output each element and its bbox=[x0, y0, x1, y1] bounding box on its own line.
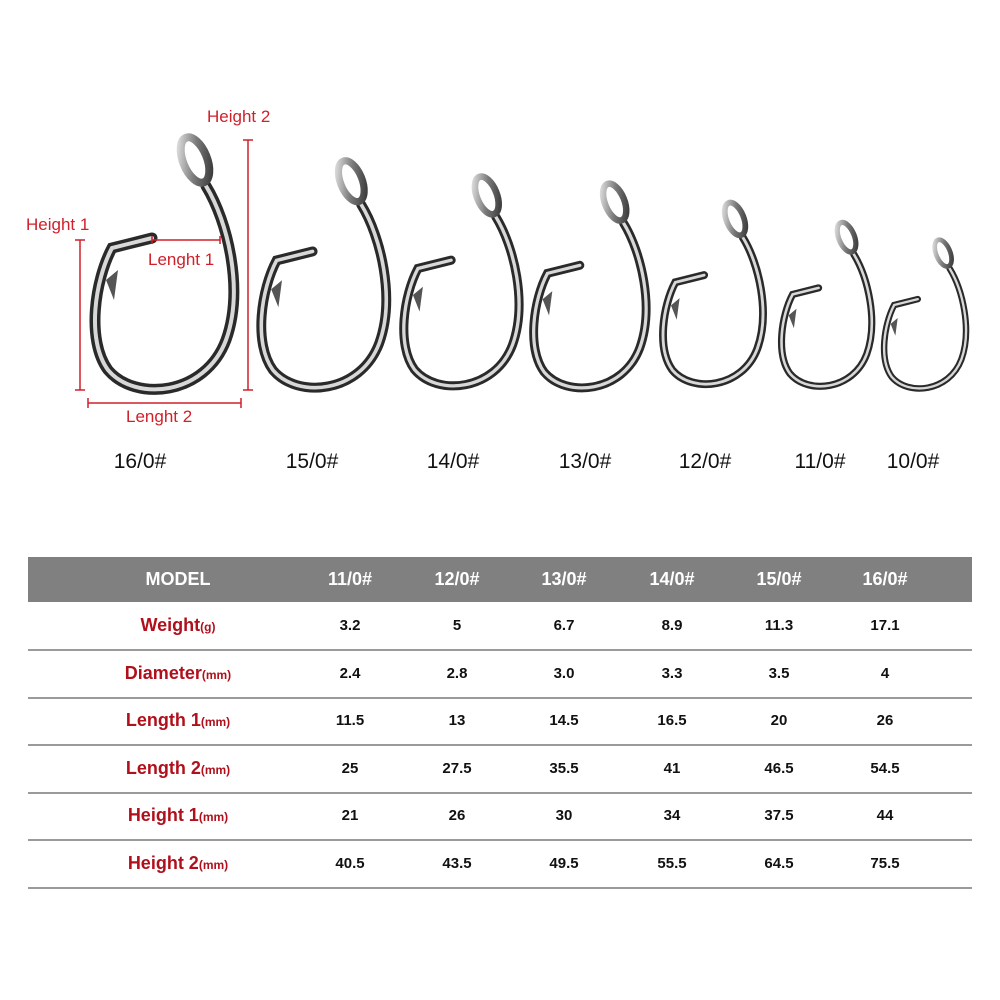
header-column: 16/0# bbox=[862, 569, 908, 589]
hook-6 bbox=[884, 237, 966, 388]
row-label: Height 1(mm) bbox=[68, 792, 288, 841]
hook-size-label: 12/0# bbox=[678, 450, 732, 473]
row-name: Length 2 bbox=[125, 757, 201, 778]
table-cell: 75.5 bbox=[870, 854, 900, 872]
table-row: Length 2(mm) 25 27.5 35.5 41 46.5 54.5 bbox=[28, 745, 972, 794]
hook-size-label: 10/0# bbox=[886, 450, 940, 473]
hook-2 bbox=[404, 173, 519, 386]
table-cell: 35.5 bbox=[549, 759, 579, 777]
dimension-lines bbox=[75, 139, 253, 408]
row-name: Diameter bbox=[124, 662, 202, 683]
table-cell: 54.5 bbox=[870, 759, 900, 777]
table-cell: 43.5 bbox=[442, 854, 472, 872]
table-cell: 20 bbox=[770, 712, 788, 729]
hook-1 bbox=[261, 157, 386, 388]
table-cell: 26 bbox=[876, 712, 894, 729]
table-cell: 11.5 bbox=[335, 712, 365, 729]
row-label: Height 2(mm) bbox=[68, 840, 288, 889]
hook-4 bbox=[663, 200, 763, 384]
length1-label: Lenght 1 bbox=[148, 250, 215, 269]
table-cell: 37.5 bbox=[764, 807, 794, 824]
table-cell: 46.5 bbox=[764, 759, 794, 777]
hook-size-label: 16/0# bbox=[113, 450, 167, 473]
spec-table: MODEL 11/0# 12/0# 13/0# 14/0# 15/0# 16/0# Wei… bbox=[28, 557, 972, 889]
table-cell: 3.3 bbox=[661, 664, 683, 682]
hooks-illustration bbox=[75, 0, 1000, 408]
row-name: Height 1 bbox=[127, 805, 199, 825]
table-cell: 55.5 bbox=[657, 854, 687, 872]
header-column: 11/0# bbox=[327, 569, 373, 589]
header-column: 12/0# bbox=[434, 569, 480, 589]
hook-size-label: 14/0# bbox=[426, 450, 480, 473]
table-cell: 30 bbox=[555, 807, 573, 824]
length2-label: Lenght 2 bbox=[126, 407, 193, 426]
table-cell: 14.5 bbox=[549, 712, 579, 729]
row-name: Height 2 bbox=[127, 852, 199, 873]
row-label: Diameter(mm) bbox=[68, 650, 288, 699]
hook-3 bbox=[534, 180, 646, 387]
hook-size-label: 13/0# bbox=[558, 450, 612, 473]
table-row: Height 1(mm) 21 26 30 34 37.5 44 bbox=[28, 792, 972, 841]
table-cell: 6.7 bbox=[553, 617, 575, 634]
row-unit: (mm) bbox=[198, 810, 229, 824]
table-cell: 3.2 bbox=[339, 617, 361, 634]
table-cell: 41 bbox=[663, 759, 681, 777]
table-cell: 49.5 bbox=[549, 854, 579, 872]
row-unit: (mm) bbox=[201, 667, 232, 682]
table-row: Height 2(mm) 40.5 43.5 49.5 55.5 64.5 75.5 bbox=[28, 840, 972, 889]
header-column: 14/0# bbox=[649, 569, 695, 589]
table-cell: 34 bbox=[663, 807, 681, 824]
row-name: Weight bbox=[140, 615, 201, 635]
table-header: MODEL 11/0# 12/0# 13/0# 14/0# 15/0# 16/0# bbox=[28, 557, 972, 602]
table-cell: 13 bbox=[448, 712, 466, 729]
table-cell: 25 bbox=[341, 759, 359, 777]
row-unit: (mm) bbox=[200, 762, 231, 777]
row-label: Weight(g) bbox=[68, 602, 288, 651]
table-cell: 8.9 bbox=[661, 617, 683, 634]
row-name: Length 1 bbox=[125, 710, 201, 730]
table-cell: 3.0 bbox=[553, 664, 575, 682]
table-cell: 40.5 bbox=[335, 854, 365, 872]
table-row: Weight(g) 3.2 5 6.7 8.9 11.3 17.1 bbox=[28, 602, 972, 651]
table-cell: 44 bbox=[876, 807, 894, 824]
table-cell: 2.8 bbox=[446, 664, 468, 682]
height1-label: Height 1 bbox=[26, 215, 90, 234]
row-unit: (mm) bbox=[200, 715, 231, 729]
table-cell: 27.5 bbox=[442, 759, 472, 777]
row-unit: (g) bbox=[200, 620, 216, 634]
header-column: 13/0# bbox=[541, 569, 587, 589]
table-cell: 21 bbox=[341, 807, 359, 824]
table-cell: 16.5 bbox=[657, 712, 687, 729]
header-column: 15/0# bbox=[756, 569, 802, 589]
table-cell: 11.3 bbox=[764, 617, 794, 634]
header-model: MODEL bbox=[145, 569, 211, 589]
table-cell: 5 bbox=[452, 617, 462, 634]
row-label: Length 1(mm) bbox=[68, 697, 288, 746]
table-cell: 2.4 bbox=[339, 664, 361, 682]
hook-size-label: 15/0# bbox=[285, 450, 339, 473]
table-cell: 17.1 bbox=[870, 617, 900, 634]
table-cell: 64.5 bbox=[764, 854, 794, 872]
table-cell: 3.5 bbox=[768, 664, 790, 682]
height2-label: Height 2 bbox=[207, 107, 271, 126]
row-unit: (mm) bbox=[198, 857, 229, 872]
hook-5 bbox=[782, 220, 872, 386]
row-label: Length 2(mm) bbox=[68, 745, 288, 794]
table-cell: 26 bbox=[448, 807, 466, 824]
hook-size-label: 11/0# bbox=[794, 450, 846, 473]
table-row: Length 1(mm) 11.5 13 14.5 16.5 20 26 bbox=[28, 697, 972, 746]
table-cell: 4 bbox=[880, 664, 890, 682]
table-row: Diameter(mm) 2.4 2.8 3.0 3.3 3.5 4 bbox=[28, 650, 972, 699]
